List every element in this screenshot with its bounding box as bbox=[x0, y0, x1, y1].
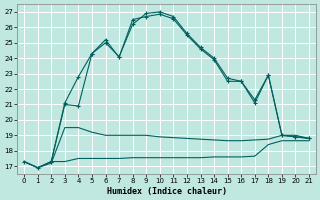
X-axis label: Humidex (Indice chaleur): Humidex (Indice chaleur) bbox=[107, 187, 227, 196]
